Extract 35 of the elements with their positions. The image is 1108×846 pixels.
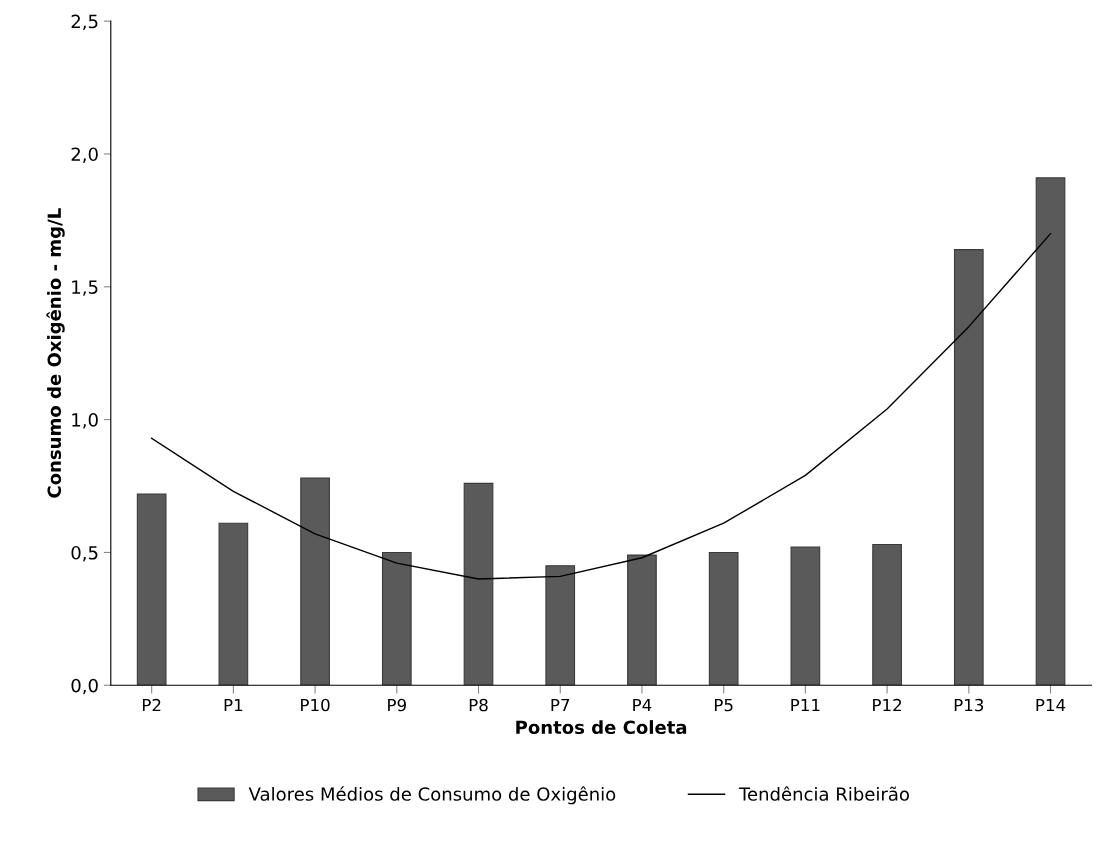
x-tick-label: P5	[714, 698, 733, 712]
bar	[136, 493, 167, 686]
x-tick-label: P11	[791, 698, 820, 712]
bar	[953, 249, 984, 686]
bar	[545, 565, 576, 686]
x-tick-label: P7	[551, 698, 570, 712]
y-tick-label: 1,5	[72, 280, 98, 296]
bar	[1035, 177, 1066, 686]
x-tick-label: P8	[469, 698, 488, 712]
bar	[463, 482, 494, 686]
x-tick-label: P10	[301, 698, 330, 712]
x-tick-label: P4	[633, 698, 652, 712]
x-tick-label: P1	[224, 698, 243, 712]
x-axis-title: Pontos de Coleta	[516, 720, 687, 735]
legend-label: Tendência Ribeirão	[738, 786, 909, 801]
bar	[300, 477, 330, 686]
legend-label: Valores Médios de Consumo de Oxigênio	[248, 786, 616, 805]
x-tick-label: P13	[954, 698, 984, 712]
bar	[872, 543, 902, 686]
y-axis-title: Consumo de Oxigênio - mg/L	[46, 208, 65, 498]
bar	[381, 551, 412, 686]
bar	[627, 554, 657, 686]
x-tick-label: P2	[142, 698, 161, 712]
y-tick-label: 2,5	[71, 14, 98, 31]
y-tick-label: 2,0	[71, 147, 98, 163]
y-tick-label: 0,5	[71, 545, 98, 562]
y-tick-label: 0,0	[71, 678, 98, 695]
x-tick-label: P12	[873, 698, 902, 712]
bar	[790, 546, 821, 686]
bar	[708, 551, 739, 686]
bar	[218, 522, 249, 686]
x-tick-label: P14	[1036, 698, 1066, 712]
x-tick-label: P9	[388, 698, 406, 712]
line-series	[150, 232, 1052, 580]
y-tick-label: 1,0	[72, 413, 98, 429]
